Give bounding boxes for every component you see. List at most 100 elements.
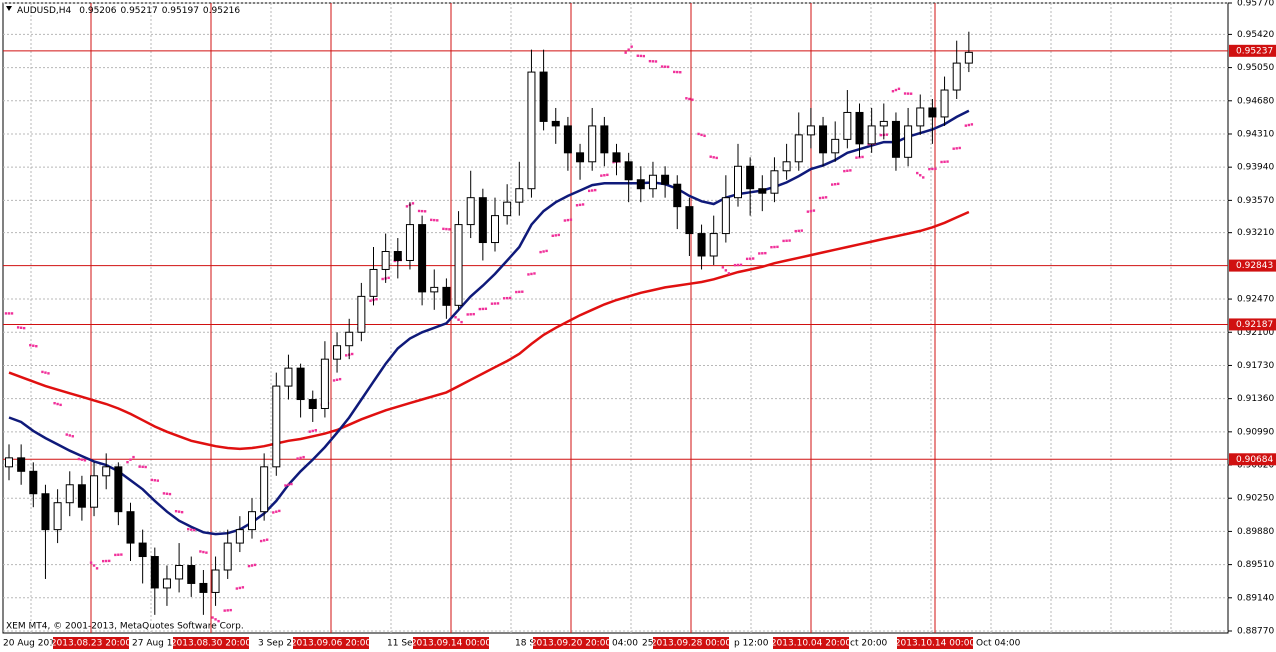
x-tick-label: 27 Aug 12 [132,639,178,649]
candle-body [928,107,937,118]
sar-dot [423,210,427,213]
sar-dot [381,277,384,281]
candle-body [405,224,414,261]
sar-dot [903,92,907,95]
sar-dot [530,272,533,276]
sar-dot [53,401,56,405]
sar-dot [83,459,87,462]
sar-dot [105,559,108,563]
x-tick-label: p 12:00 [734,639,769,649]
sar-dot [627,48,630,51]
sar-dot [187,527,190,531]
sar-dot [885,133,888,136]
y-tick-label: 0.94310 [1237,129,1274,139]
sar-dot [916,171,919,175]
candle-body [576,152,585,163]
sar-dot [569,218,573,221]
x-tick-label: 11 Se [387,639,413,649]
sar-dot [16,326,20,329]
sar-dot [457,318,460,321]
sar-dot [533,272,536,275]
sar-dot [906,92,910,95]
sar-dot [202,550,205,554]
date-label-box [293,637,369,649]
sar-dot [65,433,68,436]
sar-dot [952,147,955,150]
sar-dot [636,54,639,57]
sar-dot [108,559,111,563]
sar-dot [527,273,530,276]
candle-body [369,268,378,297]
candle-body [260,466,269,513]
sar-dot [68,434,71,437]
sar-dot [235,587,239,590]
candle-body [223,542,232,571]
candle-body [381,251,390,270]
sar-dot [41,370,44,374]
sar-dot [199,550,202,553]
x-tick-label: 25 [642,639,653,649]
candle-body [126,511,135,544]
sar-dot [928,167,931,171]
sar-dot [600,174,603,177]
candle-body [697,233,706,257]
sar-dot [411,202,415,205]
sar-dot [168,492,172,496]
candle-body [904,125,913,158]
sar-dot [272,511,275,514]
candle-body [551,120,560,127]
sar-dot [666,65,670,69]
sar-dot [114,553,117,557]
sar-dot [275,510,278,513]
sar-dot [797,229,800,233]
candle-body [29,470,38,495]
sar-dot [764,251,767,255]
sar-dot [10,312,14,315]
candle-body [466,197,475,226]
sar-dot [891,90,895,93]
header-icon [6,6,12,11]
sar-dot [651,60,655,63]
candle-body [175,565,184,580]
candle-body [624,161,633,181]
candle-body [77,484,86,508]
sar-dot [591,189,594,192]
candle-body [5,457,13,468]
sar-dot [19,326,23,329]
sar-dot [897,87,901,91]
header-value: 0.95197 [162,6,199,16]
price-label: 0.95237 [1236,46,1273,56]
sar-dot [581,203,585,206]
price-label: 0.90684 [1236,455,1273,465]
candle-body [491,215,499,244]
candle-body [916,107,925,127]
sar-dot [724,269,728,272]
y-tick-label: 0.92100 [1237,328,1274,338]
candle-body [199,582,208,593]
sar-dot [770,245,773,249]
sar-dot [603,174,606,177]
header-value: 0.95206 [79,6,116,16]
sar-dot [95,567,99,570]
candle-body [806,125,815,136]
candle-body [320,358,329,410]
sar-dot [934,167,937,171]
sar-dot [940,160,943,164]
candle-body [90,475,99,508]
sar-dot [442,227,445,231]
sar-dot [955,147,958,150]
candle-body [673,183,682,208]
price-label: 0.92843 [1236,261,1273,271]
header-value: 0.95217 [120,6,157,16]
candle-body [333,345,342,360]
sar-dot [502,297,506,300]
sar-dot [265,538,269,541]
sar-dot [712,156,715,159]
x-tick-label: 04:00 [612,639,638,649]
sar-dot [484,307,488,310]
candle-body [709,233,718,257]
candle-body [41,493,50,531]
sar-dot [311,429,314,433]
candle-body [345,331,354,347]
sar-dot [211,616,214,619]
